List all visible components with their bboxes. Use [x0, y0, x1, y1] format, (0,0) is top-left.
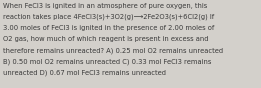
Text: 3.00 moles of FeCl3 is ignited in the presence of 2.00 moles of: 3.00 moles of FeCl3 is ignited in the pr…: [3, 25, 214, 31]
Text: unreacted D) 0.67 mol FeCl3 remains unreacted: unreacted D) 0.67 mol FeCl3 remains unre…: [3, 70, 166, 76]
Text: O2 gas, how much of which reagent is present in excess and: O2 gas, how much of which reagent is pre…: [3, 36, 209, 42]
Text: B) 0.50 mol O2 remains unreacted C) 0.33 mol FeCl3 remains: B) 0.50 mol O2 remains unreacted C) 0.33…: [3, 59, 211, 65]
Text: reaction takes place 4FeCl3(s)+3O2(g)⟶2Fe2O3(s)+6Cl2(g) If: reaction takes place 4FeCl3(s)+3O2(g)⟶2F…: [3, 14, 214, 20]
Text: therefore remains unreacted? A) 0.25 mol O2 remains unreacted: therefore remains unreacted? A) 0.25 mol…: [3, 47, 223, 54]
Text: When FeCl3 is ignited in an atmosphere of pure oxygen, this: When FeCl3 is ignited in an atmosphere o…: [3, 3, 207, 9]
